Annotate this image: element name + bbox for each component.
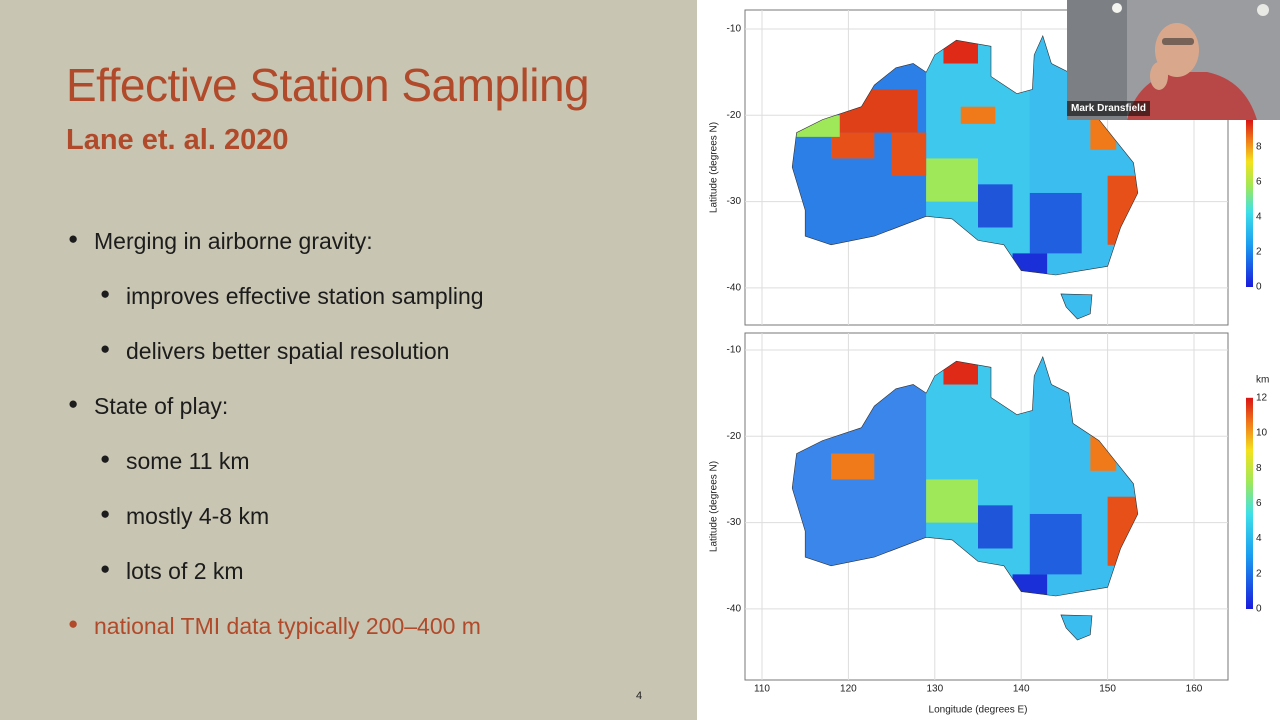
colorbar-tick-label: 6 xyxy=(1256,177,1262,188)
slide: Effective Station Sampling Lane et. al. … xyxy=(0,0,697,720)
coastline xyxy=(1060,293,1093,320)
colorbar xyxy=(1246,397,1253,609)
slide-title: Effective Station Sampling xyxy=(66,59,590,111)
coastline xyxy=(791,356,1139,597)
colorbar-tick-label: 10 xyxy=(1256,428,1268,439)
slide-subtitle: Lane et. al. 2020 xyxy=(66,124,289,156)
colorbar-tick-label: 8 xyxy=(1256,463,1262,474)
map-patch xyxy=(1029,192,1082,254)
x-tick-label: 110 xyxy=(754,684,770,695)
x-tick-label: 120 xyxy=(840,684,857,695)
y-axis-label: Latitude (degrees N) xyxy=(709,122,720,213)
colorbar-tick-label: 0 xyxy=(1256,604,1262,615)
bullet: mostly 4-8 km xyxy=(100,503,269,530)
colorbar-tick-label: 2 xyxy=(1256,568,1262,579)
colorbar-tick-label: 8 xyxy=(1256,142,1262,153)
map-patch xyxy=(831,453,875,480)
x-tick-label: 150 xyxy=(1099,684,1116,695)
x-tick-label: 140 xyxy=(1013,684,1030,695)
bullet: national TMI data typically 200–400 m xyxy=(68,613,481,640)
bullet: delivers better spatial resolution xyxy=(100,338,449,365)
y-tick-label: -20 xyxy=(727,110,742,121)
video-tile: Mark Dransfield xyxy=(1067,0,1280,120)
y-axis-label: Latitude (degrees N) xyxy=(709,461,720,552)
bullet: some 11 km xyxy=(100,448,249,475)
participant-name: Mark Dransfield xyxy=(1067,101,1151,116)
colorbar-tick-label: 6 xyxy=(1256,498,1262,509)
y-tick-label: -20 xyxy=(727,431,742,442)
colorbar xyxy=(1246,120,1253,287)
colorbar-unit: km xyxy=(1256,375,1269,386)
y-tick-label: -40 xyxy=(727,604,742,615)
coastline xyxy=(1060,614,1093,641)
map-patch xyxy=(978,505,1013,549)
colorbar-tick-label: 4 xyxy=(1256,212,1262,223)
colorbar-tick-label: 12 xyxy=(1256,392,1268,403)
y-tick-label: -40 xyxy=(727,283,742,294)
bullet: State of play: xyxy=(68,393,228,420)
participant-image xyxy=(1067,0,1280,120)
y-tick-label: -10 xyxy=(727,345,742,356)
bullet: lots of 2 km xyxy=(100,558,244,585)
map-patch xyxy=(891,132,927,176)
map-patch xyxy=(1029,513,1082,575)
map-patch xyxy=(926,158,978,202)
bullet: improves effective station sampling xyxy=(100,283,483,310)
x-tick-label: 130 xyxy=(926,684,943,695)
x-axis-label: Longitude (degrees E) xyxy=(929,705,1028,716)
map-patch xyxy=(960,106,996,124)
y-tick-label: -30 xyxy=(727,196,742,207)
colorbar-tick-label: 4 xyxy=(1256,533,1262,544)
map-patch xyxy=(978,184,1013,228)
bullet: Merging in airborne gravity: xyxy=(68,228,373,255)
y-tick-label: -30 xyxy=(727,517,742,528)
x-tick-label: 160 xyxy=(1186,684,1203,695)
page-number: 4 xyxy=(636,690,643,702)
map-patch xyxy=(926,479,978,523)
y-tick-label: -10 xyxy=(727,24,742,35)
colorbar-tick-label: 0 xyxy=(1256,282,1262,293)
colorbar-tick-label: 2 xyxy=(1256,247,1262,258)
